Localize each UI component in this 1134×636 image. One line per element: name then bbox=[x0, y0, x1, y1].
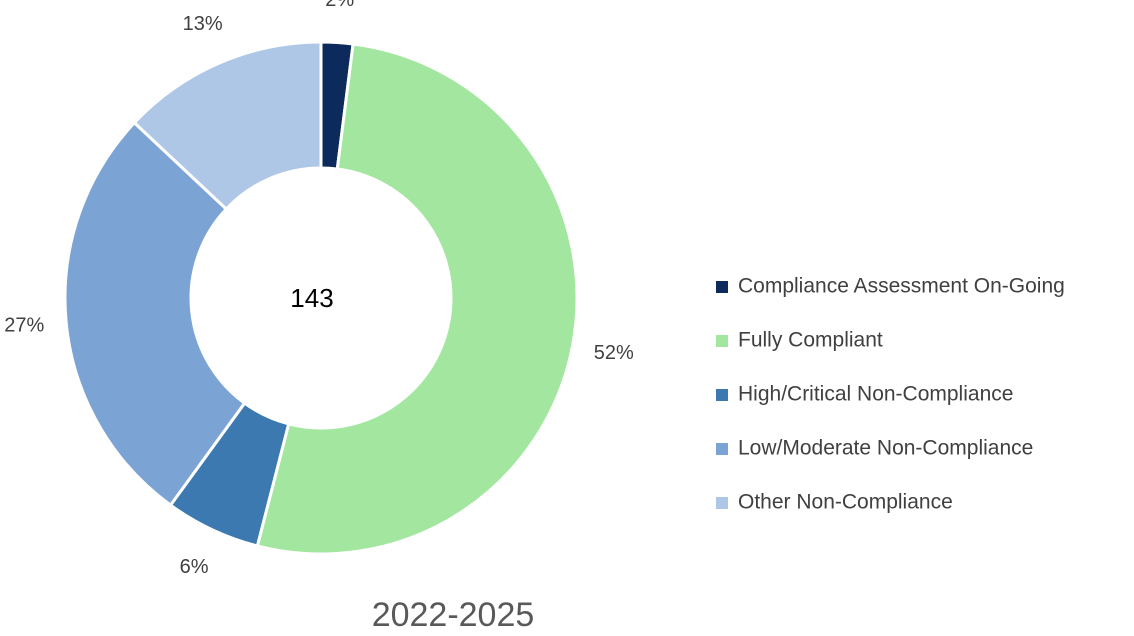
legend-text: Fully Compliant bbox=[738, 329, 883, 352]
donut-slice bbox=[63, 120, 247, 508]
legend-text: Other Non-Compliance bbox=[738, 491, 953, 514]
data-label: 2% bbox=[325, 0, 354, 11]
legend-text: High/Critical Non-Compliance bbox=[738, 383, 1013, 406]
legend-marker bbox=[716, 335, 728, 347]
data-label: 6% bbox=[180, 556, 209, 578]
data-label: 27% bbox=[4, 314, 44, 336]
legend-text: Low/Moderate Non-Compliance bbox=[738, 437, 1033, 460]
data-label: 52% bbox=[594, 342, 634, 364]
legend-text: Compliance Assessment On-Going bbox=[738, 275, 1065, 298]
legend-marker bbox=[716, 389, 728, 401]
legend-marker bbox=[716, 443, 728, 455]
chart-title: 2022-2025 bbox=[372, 596, 535, 634]
legend-marker bbox=[716, 281, 728, 293]
legend-marker bbox=[716, 497, 728, 509]
data-label: 13% bbox=[183, 13, 223, 35]
center-label: 143 bbox=[290, 283, 333, 313]
donut-slice bbox=[132, 40, 323, 212]
donut-slice bbox=[255, 42, 579, 556]
